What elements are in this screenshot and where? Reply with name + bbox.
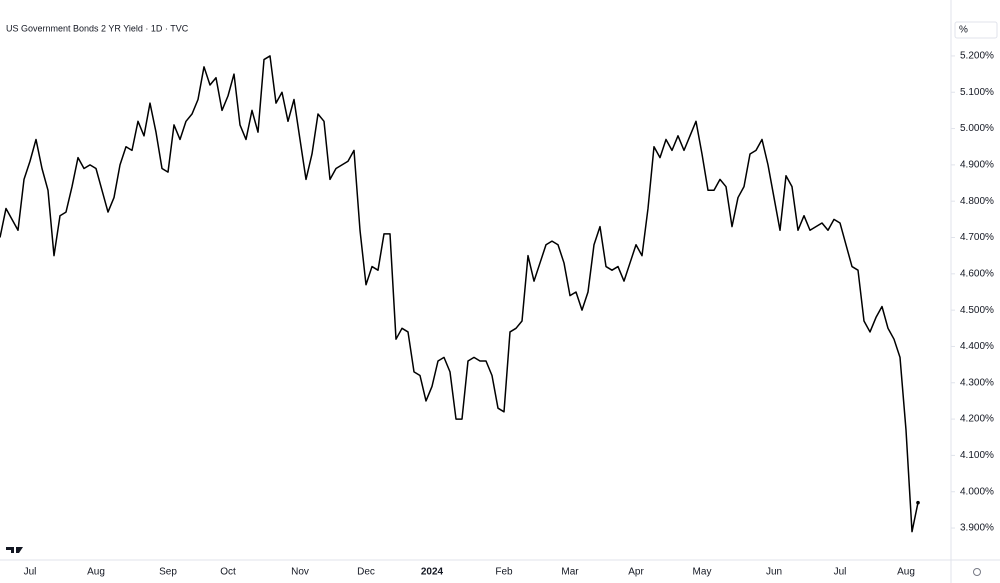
tv-logo [6,547,23,553]
x-tick-label: Jul [24,567,37,578]
y-tick-label: 4.300% [960,377,994,388]
y-unit: % [959,25,968,36]
x-tick-label: Aug [897,567,915,578]
settings-icon[interactable] [973,568,981,576]
x-tick-label: Feb [495,567,513,578]
x-tick-label: Nov [291,567,309,578]
y-tick-label: 5.100% [960,87,994,98]
x-tick-label: Dec [357,567,375,578]
y-tick-label: 4.900% [960,160,994,171]
x-tick-label: May [693,567,712,578]
y-tick-label: 4.700% [960,232,994,243]
x-tick-label: Sep [159,567,177,578]
y-tick-label: 4.800% [960,196,994,207]
x-tick-label: Jul [834,567,847,578]
x-tick-label: Apr [628,567,644,578]
x-tick-label: Oct [220,567,236,578]
unit-box [954,21,998,39]
x-tick-label: Aug [87,567,105,578]
y-tick-label: 4.200% [960,414,994,425]
x-tick-label: Mar [561,567,579,578]
x-tick-label: Jun [766,567,782,578]
y-tick-label: 4.100% [960,450,994,461]
y-tick-label: 4.000% [960,486,994,497]
last-value-dot [916,500,920,505]
y-tick-label: 4.500% [960,305,994,316]
y-tick-label: 3.900% [960,523,994,534]
y-tick-label: 4.400% [960,341,994,352]
x-tick-label: 2024 [421,567,444,578]
y-tick-label: 4.600% [960,268,994,279]
y-tick-label: 5.000% [960,123,994,134]
price-line [0,55,919,533]
y-tick-label: 5.200% [960,51,994,62]
chart-title: US Government Bonds 2 YR Yield · 1D · TV… [6,23,189,33]
